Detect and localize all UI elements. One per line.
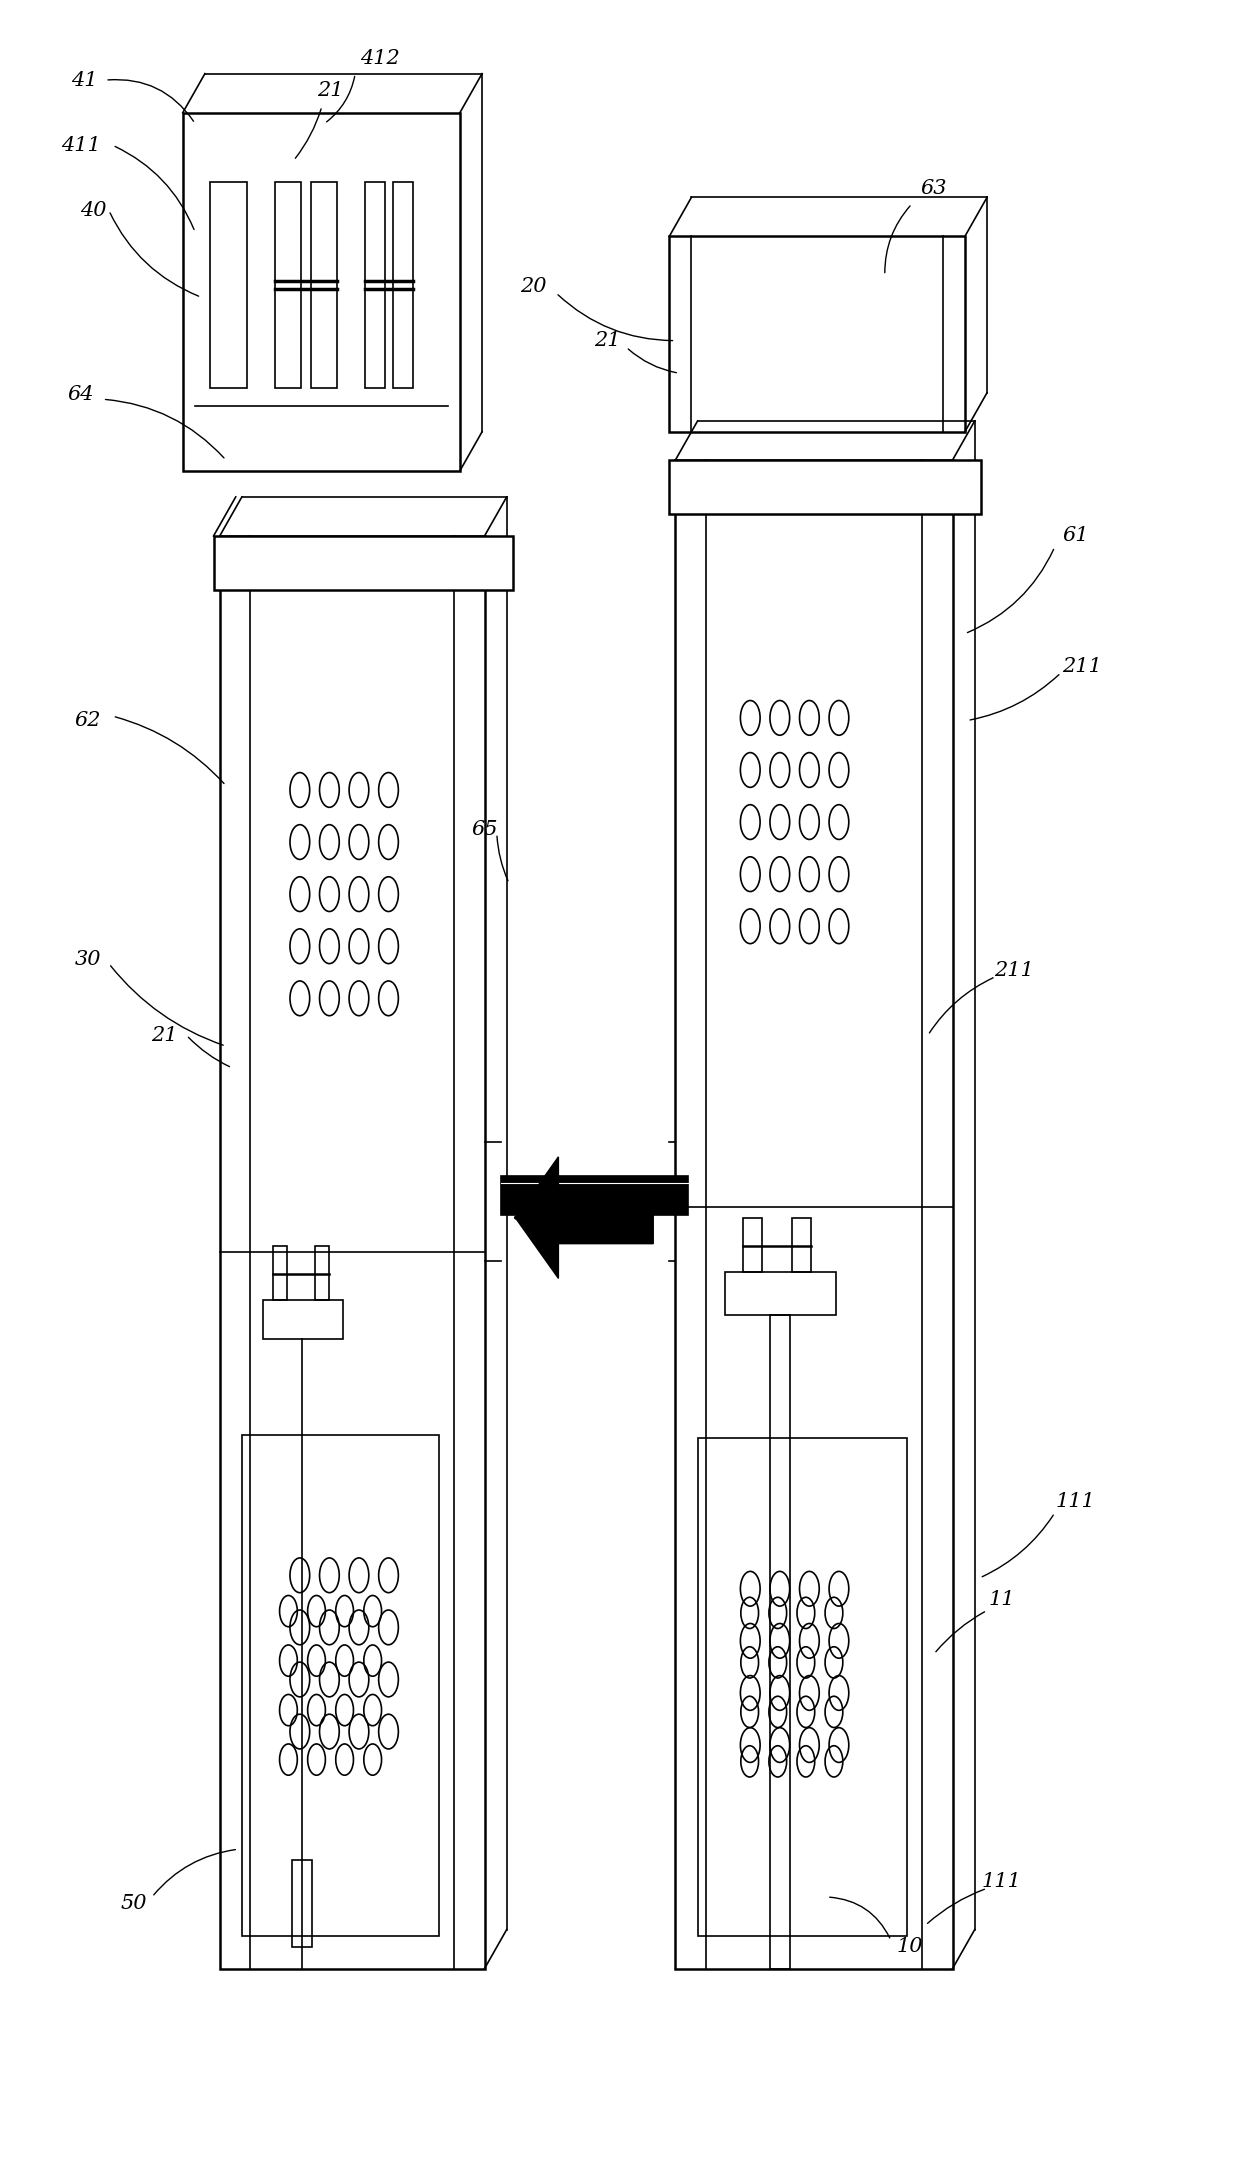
Bar [743,1218,761,1273]
Bar [275,183,301,388]
Bar [724,1273,836,1316]
Text: 64: 64 [67,386,94,405]
Bar [311,183,337,388]
Bar [365,183,386,388]
Text: 21: 21 [317,81,343,100]
Text: 21: 21 [594,331,621,351]
Bar [501,1177,688,1216]
Text: 61: 61 [1063,527,1089,545]
Bar [273,1246,288,1301]
Bar [670,460,981,514]
Text: 40: 40 [79,200,107,220]
Text: 62: 62 [74,710,102,730]
Text: 412: 412 [360,48,399,68]
Text: 30: 30 [74,950,102,970]
Text: 211: 211 [1061,656,1102,675]
Bar [670,238,965,431]
Bar [676,460,952,1968]
Bar [213,536,513,591]
Text: 21: 21 [151,1026,177,1044]
Text: 65: 65 [471,819,497,839]
Polygon shape [516,1157,653,1279]
Bar [792,1218,811,1273]
Text: 11: 11 [988,1591,1016,1608]
Text: 10: 10 [897,1937,923,1957]
Text: 211: 211 [994,961,1034,981]
Bar [315,1246,330,1301]
Bar [219,536,485,1968]
Text: 50: 50 [120,1894,146,1913]
Text: 411: 411 [61,135,100,155]
Bar [293,1861,312,1946]
Bar [182,113,460,471]
Text: 111: 111 [1055,1493,1096,1512]
Bar [698,1438,906,1937]
Bar [242,1434,439,1937]
Text: 41: 41 [71,70,98,89]
Text: 63: 63 [921,179,947,198]
Text: 111: 111 [982,1872,1022,1891]
Text: 20: 20 [521,277,547,296]
Bar [263,1301,343,1340]
Bar [393,183,413,388]
Bar [210,183,247,388]
Bar [770,1316,790,1968]
